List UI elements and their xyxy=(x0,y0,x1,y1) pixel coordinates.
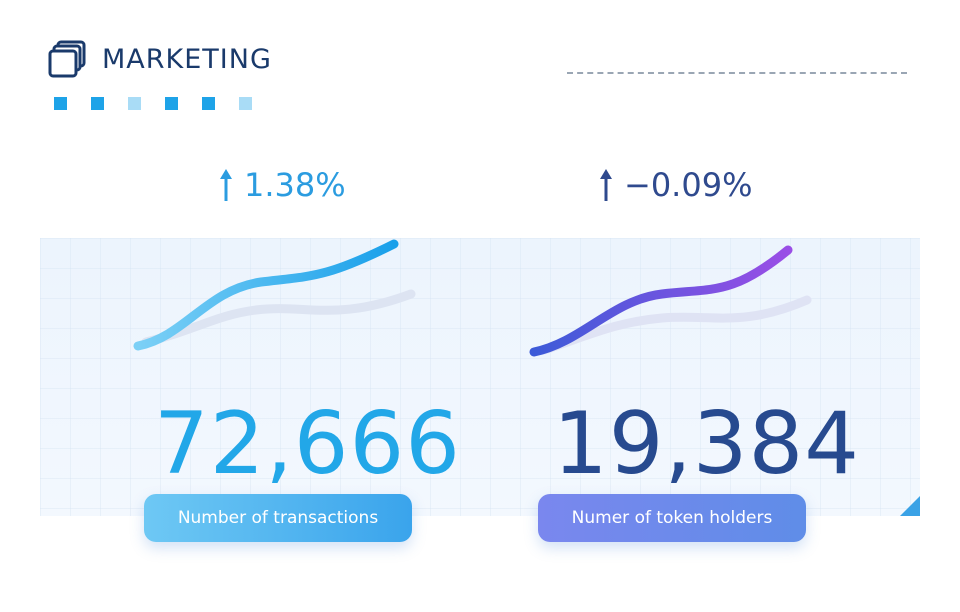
sparkline-shadow xyxy=(539,295,812,355)
sparkline-token-holders xyxy=(529,245,812,357)
sparkline-line xyxy=(529,245,793,357)
change-indicator-transactions: 1.38% xyxy=(218,166,346,204)
decor-square xyxy=(91,97,104,110)
sparkline-shadow xyxy=(141,289,416,347)
metric-value-token-holders: 19,384 xyxy=(553,394,860,494)
corner-accent xyxy=(900,496,920,516)
change-value: −0.09% xyxy=(624,166,753,204)
decor-square xyxy=(202,97,215,110)
arrow-up-icon xyxy=(220,169,232,201)
header: MARKETING xyxy=(48,40,272,78)
decor-square xyxy=(54,97,67,110)
arrow-up-icon xyxy=(600,169,612,201)
metric-value-transactions: 72,666 xyxy=(154,394,461,494)
change-indicator-token-holders: −0.09% xyxy=(598,166,752,204)
page-title: MARKETING xyxy=(102,43,272,75)
metric-label-transactions: Number of transactions xyxy=(144,494,412,542)
decor-squares xyxy=(54,97,252,110)
decor-square xyxy=(239,97,252,110)
change-value: 1.38% xyxy=(244,166,346,204)
sparkline-transactions xyxy=(133,239,416,351)
stacked-windows-icon xyxy=(48,40,86,78)
sparkline-line xyxy=(133,239,399,351)
metrics-panel xyxy=(40,238,920,516)
decor-square xyxy=(128,97,141,110)
metric-label-token-holders: Numer of token holders xyxy=(538,494,806,542)
decor-square xyxy=(165,97,178,110)
dashed-divider xyxy=(567,72,907,74)
